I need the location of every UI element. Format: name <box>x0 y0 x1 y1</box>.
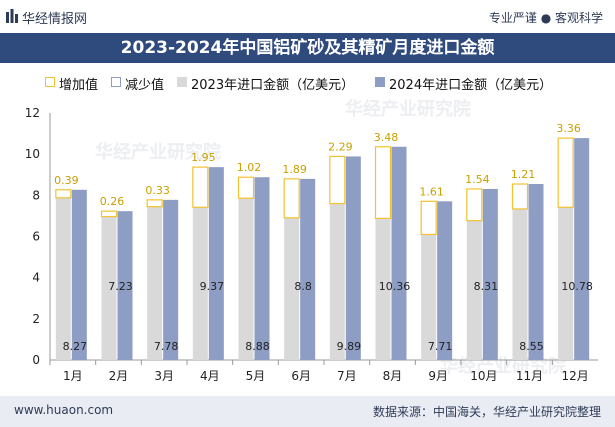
bar-2023 <box>192 207 208 360</box>
change-label: 1.02 <box>237 161 262 174</box>
bar-2024 <box>482 188 498 360</box>
slogan: 专业严谨 ● 客观科学 <box>488 11 603 25</box>
change-label: 0.33 <box>145 184 170 197</box>
bar-2024 <box>254 177 270 360</box>
value-label-2024: 7.23 <box>108 280 133 293</box>
y-tick-label: 0 <box>32 353 40 367</box>
top-bar: 华经情报网 专业严谨 ● 客观科学 <box>0 0 615 33</box>
bar-2023 <box>284 217 300 360</box>
value-label-2024: 7.78 <box>154 340 179 353</box>
bar-2023 <box>101 216 117 360</box>
change-label: 3.48 <box>374 131 399 144</box>
increase-marker <box>192 166 209 208</box>
change-label: 1.21 <box>511 168 536 181</box>
y-tick-label: 12 <box>25 106 40 120</box>
legend-label-increase: 增加值 <box>59 78 99 93</box>
x-tick-label: 9月 <box>428 369 448 383</box>
increase-marker <box>557 137 574 208</box>
y-tick-label: 10 <box>25 147 40 161</box>
x-tick-label: 7月 <box>337 369 357 383</box>
legend-swatch-decrease <box>111 77 121 87</box>
increase-marker <box>55 189 72 199</box>
x-tick-label: 2月 <box>109 369 129 383</box>
x-tick-label: 5月 <box>246 369 266 383</box>
bar-2023 <box>55 197 71 360</box>
bar-2024 <box>71 189 87 360</box>
change-label: 1.89 <box>282 163 307 176</box>
change-label: 2.29 <box>328 140 353 153</box>
bar-2024 <box>528 184 544 360</box>
value-label-2024: 10.78 <box>561 280 593 293</box>
bar-2023 <box>558 207 574 360</box>
brand-logo-icon <box>6 9 18 23</box>
increase-marker <box>283 178 300 219</box>
value-label-2024: 8.27 <box>63 340 88 353</box>
bar-2024 <box>208 167 224 360</box>
brand-name: 华经情报网 <box>22 12 88 27</box>
x-tick-label: 4月 <box>200 369 220 383</box>
legend-label-2023: 2023年进口金额（亿美元） <box>191 78 355 93</box>
y-tick-label: 6 <box>32 230 40 244</box>
x-tick-label: 1月 <box>63 369 83 383</box>
y-tick-label: 2 <box>32 312 40 326</box>
increase-marker <box>420 200 437 236</box>
change-label: 1.95 <box>191 151 216 164</box>
legend-swatch-2024 <box>375 77 385 87</box>
increase-marker <box>237 176 255 199</box>
value-label-2024: 9.37 <box>200 280 225 293</box>
bar-2023 <box>512 208 528 360</box>
footer: www.huaon.com 数据来源：中国海关，华经产业研究院整理 <box>0 396 615 427</box>
change-label: 0.39 <box>54 174 79 187</box>
watermark: 华经产业研究院 <box>95 142 221 163</box>
bar-2023 <box>147 206 163 360</box>
chart-title: 2023-2024年中国铝矿砂及其精矿月度进口金额 <box>0 33 615 63</box>
value-label-2024: 7.71 <box>428 340 453 353</box>
x-tick-label: 11月 <box>516 369 543 383</box>
bar-chart: 0 2 4 6 8 10 12 0.39 8.27 1月 0.26 7.23 2月 0.33 7.78 3月 1… <box>25 106 598 383</box>
footer-url: www.huaon.com <box>14 403 114 417</box>
bar-2024 <box>437 201 453 360</box>
legend-swatch-2023 <box>177 77 187 87</box>
legend-swatch-increase <box>45 77 55 87</box>
change-label: 1.61 <box>419 185 444 198</box>
bar-2023 <box>238 198 254 360</box>
change-label: 3.36 <box>556 122 581 135</box>
increase-marker <box>511 183 529 210</box>
bar-2024 <box>163 199 179 360</box>
bar-2023 <box>421 234 437 360</box>
value-label-2024: 8.88 <box>245 340 270 353</box>
value-label-2024: 8.31 <box>474 280 499 293</box>
increase-marker <box>146 199 163 208</box>
x-tick-label: 6月 <box>291 369 311 383</box>
watermark: 华经产业研究院 <box>345 99 471 120</box>
bar-2023 <box>466 220 482 360</box>
x-tick-label: 8月 <box>383 369 403 383</box>
change-label: 1.54 <box>465 173 490 186</box>
x-tick-label: 3月 <box>154 369 174 383</box>
legend-label-2024: 2024年进口金额（亿美元） <box>389 78 553 93</box>
x-tick-label: 10月 <box>470 369 497 383</box>
x-tick-label: 12月 <box>562 369 589 383</box>
y-tick-label: 8 <box>32 188 40 202</box>
value-label-2024: 10.36 <box>379 280 411 293</box>
bar-2024 <box>391 146 407 360</box>
bar-2024 <box>345 156 361 360</box>
y-tick-label: 4 <box>32 271 40 285</box>
increase-marker <box>466 188 483 222</box>
increase-marker <box>100 210 118 218</box>
watermark: 华经产业研究院 <box>440 356 566 377</box>
bar-2023 <box>329 203 345 360</box>
increase-marker <box>374 146 392 219</box>
bar-2024 <box>117 211 133 360</box>
bar-2024 <box>574 138 590 360</box>
increase-marker <box>329 155 346 205</box>
bar-2023 <box>375 218 391 360</box>
legend-label-decrease: 减少值 <box>125 78 165 93</box>
change-label: 0.26 <box>100 195 125 208</box>
bar-2024 <box>300 178 316 360</box>
value-label-2024: 8.55 <box>519 340 544 353</box>
value-label-2024: 9.89 <box>337 340 362 353</box>
footer-source: 数据来源：中国海关，华经产业研究院整理 <box>372 405 601 419</box>
value-label-2024: 8.8 <box>294 280 312 293</box>
